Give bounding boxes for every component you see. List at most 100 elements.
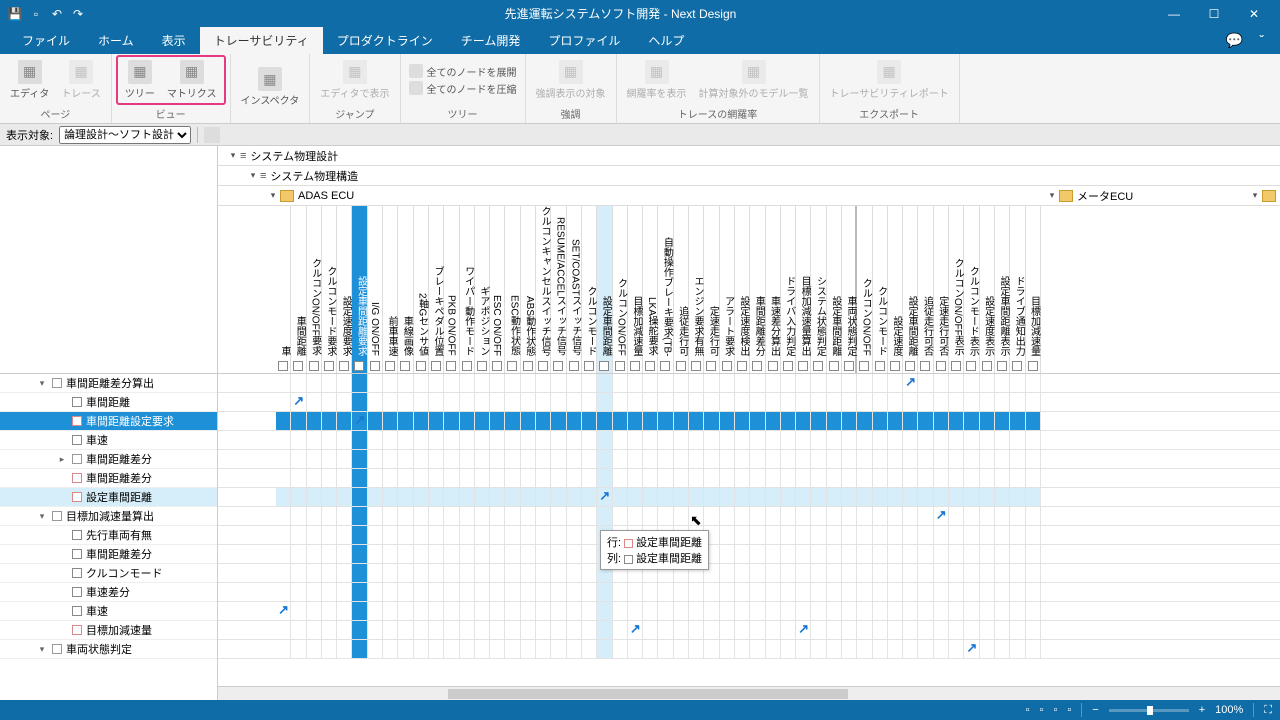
matrix-cell[interactable] [460, 374, 475, 392]
matrix-cell[interactable] [873, 583, 888, 601]
matrix-cell[interactable] [827, 412, 842, 430]
matrix-cell[interactable] [307, 545, 322, 563]
matrix-cell[interactable] [658, 393, 673, 411]
matrix-cell[interactable] [964, 507, 979, 525]
matrix-cell[interactable] [750, 469, 765, 487]
matrix-cell[interactable] [766, 602, 781, 620]
ribbon-tab[interactable]: 表示 [148, 27, 200, 54]
matrix-cell[interactable] [460, 640, 475, 658]
addr-icon[interactable] [204, 127, 220, 143]
matrix-cell[interactable] [414, 431, 429, 449]
matrix-cell[interactable] [276, 374, 291, 392]
matrix-cell[interactable] [658, 507, 673, 525]
matrix-cell[interactable] [857, 393, 872, 411]
matrix-cell[interactable] [551, 393, 566, 411]
matrix-cell[interactable] [414, 564, 429, 582]
matrix-cell[interactable] [398, 526, 413, 544]
matrix-cell[interactable] [460, 393, 475, 411]
matrix-cell[interactable] [903, 564, 918, 582]
column-header-cell[interactable]: ブレーキペダル位置 [429, 206, 444, 374]
matrix-cell[interactable] [475, 602, 490, 620]
matrix-cell[interactable] [796, 450, 811, 468]
matrix-cell[interactable] [505, 450, 520, 468]
matrix-cell[interactable] [429, 431, 444, 449]
matrix-cell[interactable] [689, 393, 704, 411]
matrix-cell[interactable] [704, 583, 719, 601]
matrix-cell[interactable] [505, 526, 520, 544]
matrix-cell[interactable] [827, 488, 842, 506]
ribbon-tab[interactable]: プロダクトライン [323, 27, 447, 54]
matrix-cell[interactable] [582, 469, 597, 487]
matrix-cell[interactable] [689, 450, 704, 468]
matrix-cell[interactable] [995, 545, 1010, 563]
matrix-cell[interactable] [429, 526, 444, 544]
matrix-cell[interactable] [414, 469, 429, 487]
matrix-cell[interactable] [995, 526, 1010, 544]
matrix-cell[interactable] [781, 602, 796, 620]
matrix-cell[interactable] [1026, 621, 1041, 639]
matrix-cell[interactable] [934, 469, 949, 487]
matrix-cell[interactable] [475, 374, 490, 392]
matrix-cell[interactable] [597, 469, 612, 487]
matrix-cell[interactable] [582, 450, 597, 468]
matrix-cell[interactable] [964, 469, 979, 487]
matrix-cell[interactable] [429, 640, 444, 658]
matrix-cell[interactable] [842, 374, 857, 392]
matrix-cell[interactable] [582, 564, 597, 582]
matrix-cell[interactable] [597, 602, 612, 620]
matrix-cell[interactable] [704, 431, 719, 449]
matrix-cell[interactable] [383, 602, 398, 620]
matrix-cell[interactable] [720, 602, 735, 620]
matrix-cell[interactable] [444, 469, 459, 487]
column-header-cell[interactable]: 目標加減速量 [628, 206, 643, 374]
matrix-cell[interactable] [368, 621, 383, 639]
matrix-cell[interactable] [307, 602, 322, 620]
matrix-cell[interactable] [536, 412, 551, 430]
matrix-cell[interactable] [551, 374, 566, 392]
matrix-cell[interactable] [980, 431, 995, 449]
matrix-cell[interactable] [811, 431, 826, 449]
matrix-cell[interactable] [674, 640, 689, 658]
matrix-cell[interactable] [735, 640, 750, 658]
column-header-cell[interactable]: 設定車間距離要求 [352, 206, 367, 374]
matrix-cell[interactable] [766, 450, 781, 468]
matrix-cell[interactable] [995, 602, 1010, 620]
matrix-cell[interactable] [628, 640, 643, 658]
matrix-cell[interactable] [674, 374, 689, 392]
matrix-cell[interactable]: ↗ [628, 621, 643, 639]
matrix-cell[interactable] [551, 583, 566, 601]
matrix-cell[interactable] [643, 602, 658, 620]
tree-row[interactable]: ▾車間距離差分算出 [0, 374, 217, 393]
matrix-cell[interactable] [720, 393, 735, 411]
matrix-cell[interactable] [582, 602, 597, 620]
column-header-cell[interactable]: クルコンモード [582, 206, 597, 374]
matrix-cell[interactable] [628, 431, 643, 449]
matrix-cell[interactable] [964, 564, 979, 582]
matrix-cell[interactable] [307, 431, 322, 449]
matrix-cell[interactable] [628, 450, 643, 468]
matrix-cell[interactable] [857, 374, 872, 392]
matrix-cell[interactable] [964, 450, 979, 468]
matrix-cell[interactable] [1026, 545, 1041, 563]
matrix-cell[interactable] [352, 469, 367, 487]
matrix-cell[interactable] [766, 469, 781, 487]
matrix-cell[interactable] [398, 450, 413, 468]
matrix-cell[interactable] [352, 393, 367, 411]
matrix-cell[interactable] [689, 602, 704, 620]
matrix-cell[interactable] [750, 564, 765, 582]
matrix-cell[interactable] [980, 507, 995, 525]
matrix-cell[interactable] [490, 488, 505, 506]
matrix-cell[interactable] [949, 469, 964, 487]
matrix-cell[interactable] [735, 545, 750, 563]
matrix-cell[interactable] [995, 583, 1010, 601]
matrix-cell[interactable] [857, 412, 872, 430]
matrix-cell[interactable] [643, 431, 658, 449]
matrix-cell[interactable] [383, 640, 398, 658]
matrix-cell[interactable] [490, 526, 505, 544]
matrix-cell[interactable] [291, 431, 306, 449]
matrix-cell[interactable] [720, 507, 735, 525]
matrix-cell[interactable] [398, 431, 413, 449]
matrix-cell[interactable] [643, 469, 658, 487]
matrix-cell[interactable] [750, 431, 765, 449]
matrix-cell[interactable] [995, 374, 1010, 392]
